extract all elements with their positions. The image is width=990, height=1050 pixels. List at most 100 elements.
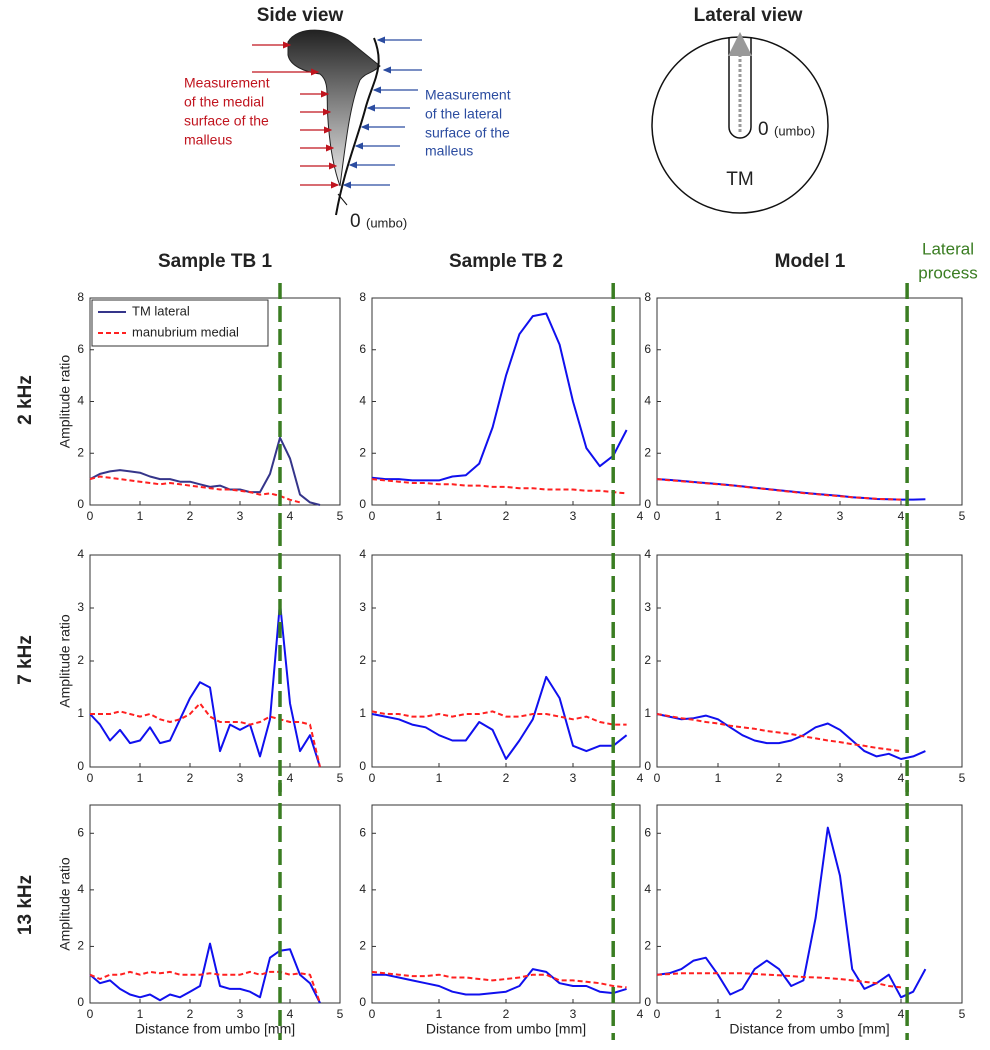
y-tick-label: 6 <box>644 342 651 356</box>
x-tick-label: 3 <box>237 1007 244 1021</box>
y-tick-label: 3 <box>644 600 651 614</box>
plot-area <box>371 297 641 506</box>
x-tick-label: 4 <box>637 771 644 785</box>
series-line <box>656 713 902 753</box>
y-tick-label: 4 <box>359 547 366 561</box>
x-tick-label: 3 <box>837 771 844 785</box>
y-tick-label: 1 <box>644 706 651 720</box>
legend-label: manubrium medial <box>132 324 239 339</box>
x-tick-label: 1 <box>137 509 144 523</box>
series-line <box>371 710 627 726</box>
medial-arrows <box>252 41 340 189</box>
x-tick-label: 2 <box>776 1007 783 1021</box>
manubrium-outline <box>728 37 752 139</box>
umbo-origin: 0 <box>350 211 361 232</box>
x-tick-label: 4 <box>637 509 644 523</box>
y-tick-label: 0 <box>77 759 84 773</box>
x-tick-label: 5 <box>959 771 966 785</box>
x-tick-label: 2 <box>776 771 783 785</box>
y-tick-label: 4 <box>77 882 84 896</box>
x-tick-label: 2 <box>187 771 194 785</box>
series-line <box>372 968 627 996</box>
y-tick-label: 4 <box>644 547 651 561</box>
column-title: Sample TB 1 <box>158 251 272 272</box>
x-tick-label: 2 <box>503 771 510 785</box>
x-tick-label: 0 <box>369 771 376 785</box>
y-axis-label: Amplitude ratio <box>57 614 73 708</box>
x-tick-label: 1 <box>436 771 443 785</box>
x-tick-label: 2 <box>187 1007 194 1021</box>
y-tick-label: 2 <box>644 939 651 953</box>
lateral-process-label: process <box>918 263 978 282</box>
x-tick-label: 4 <box>898 771 905 785</box>
membrane-label: TM <box>726 169 753 190</box>
x-tick-label: 0 <box>369 1007 376 1021</box>
x-axis-label: Distance from umbo [mm] <box>729 1021 889 1037</box>
series-line <box>656 826 927 999</box>
side-view-title: Side view <box>257 5 344 26</box>
umbo-note: (umbo) <box>774 123 815 138</box>
y-tick-label: 2 <box>644 445 651 459</box>
y-tick-label: 0 <box>359 497 366 511</box>
column-title: Model 1 <box>775 251 846 272</box>
x-tick-label: 3 <box>237 771 244 785</box>
lateral-process-label: Lateral <box>922 239 974 258</box>
membrane-line <box>335 37 380 216</box>
x-tick-label: 2 <box>503 1007 510 1021</box>
y-tick-label: 2 <box>359 445 366 459</box>
series-line <box>371 312 628 482</box>
y-tick-label: 2 <box>644 653 651 667</box>
y-tick-label: 2 <box>77 939 84 953</box>
series-line <box>371 478 627 495</box>
x-tick-label: 0 <box>87 771 94 785</box>
lateral-view-diagram: Lateral view 0 (umbo) TM <box>651 5 829 214</box>
y-tick-label: 3 <box>77 600 84 614</box>
x-tick-label: 5 <box>959 1007 966 1021</box>
x-tick-label: 5 <box>337 1007 344 1021</box>
x-tick-label: 1 <box>715 509 722 523</box>
legend-label: TM lateral <box>132 303 190 318</box>
row-label: 13 kHz <box>15 875 36 935</box>
plot-area <box>371 804 641 1004</box>
series-line <box>371 675 628 760</box>
x-axis-label: Distance from umbo [mm] <box>135 1021 295 1037</box>
y-tick-label: 0 <box>359 995 366 1009</box>
y-tick-label: 8 <box>77 290 84 304</box>
y-tick-label: 0 <box>359 759 366 773</box>
x-tick-label: 4 <box>637 1007 644 1021</box>
y-tick-label: 3 <box>359 600 366 614</box>
x-tick-label: 1 <box>715 1007 722 1021</box>
x-tick-label: 3 <box>837 1007 844 1021</box>
y-tick-label: 2 <box>77 653 84 667</box>
x-tick-label: 5 <box>337 771 344 785</box>
y-tick-label: 6 <box>359 825 366 839</box>
x-tick-label: 1 <box>715 771 722 785</box>
lateral-label: Measurement <box>425 87 511 103</box>
lateral-arrows <box>342 36 422 189</box>
y-tick-label: 0 <box>644 497 651 511</box>
y-tick-label: 2 <box>77 445 84 459</box>
x-tick-label: 1 <box>137 771 144 785</box>
medial-label: of the medial <box>184 94 264 110</box>
y-tick-label: 8 <box>359 290 366 304</box>
plot-area <box>656 804 963 1004</box>
x-tick-label: 0 <box>654 509 661 523</box>
y-tick-label: 8 <box>644 290 651 304</box>
x-tick-label: 3 <box>837 509 844 523</box>
lateral-label: of the lateral <box>425 106 502 122</box>
plot-area <box>656 297 963 506</box>
y-tick-label: 6 <box>77 342 84 356</box>
x-tick-label: 4 <box>287 771 294 785</box>
x-tick-label: 4 <box>898 1007 905 1021</box>
y-tick-label: 0 <box>644 759 651 773</box>
umbo-pointer <box>337 193 348 206</box>
x-tick-label: 4 <box>287 509 294 523</box>
y-tick-label: 6 <box>644 825 651 839</box>
y-tick-label: 2 <box>359 939 366 953</box>
y-tick-label: 6 <box>359 342 366 356</box>
x-tick-label: 5 <box>959 509 966 523</box>
side-view-diagram: Side view Measurement of the medial surf… <box>184 5 511 232</box>
x-tick-label: 0 <box>87 509 94 523</box>
x-tick-label: 1 <box>436 509 443 523</box>
series-line <box>656 478 902 501</box>
